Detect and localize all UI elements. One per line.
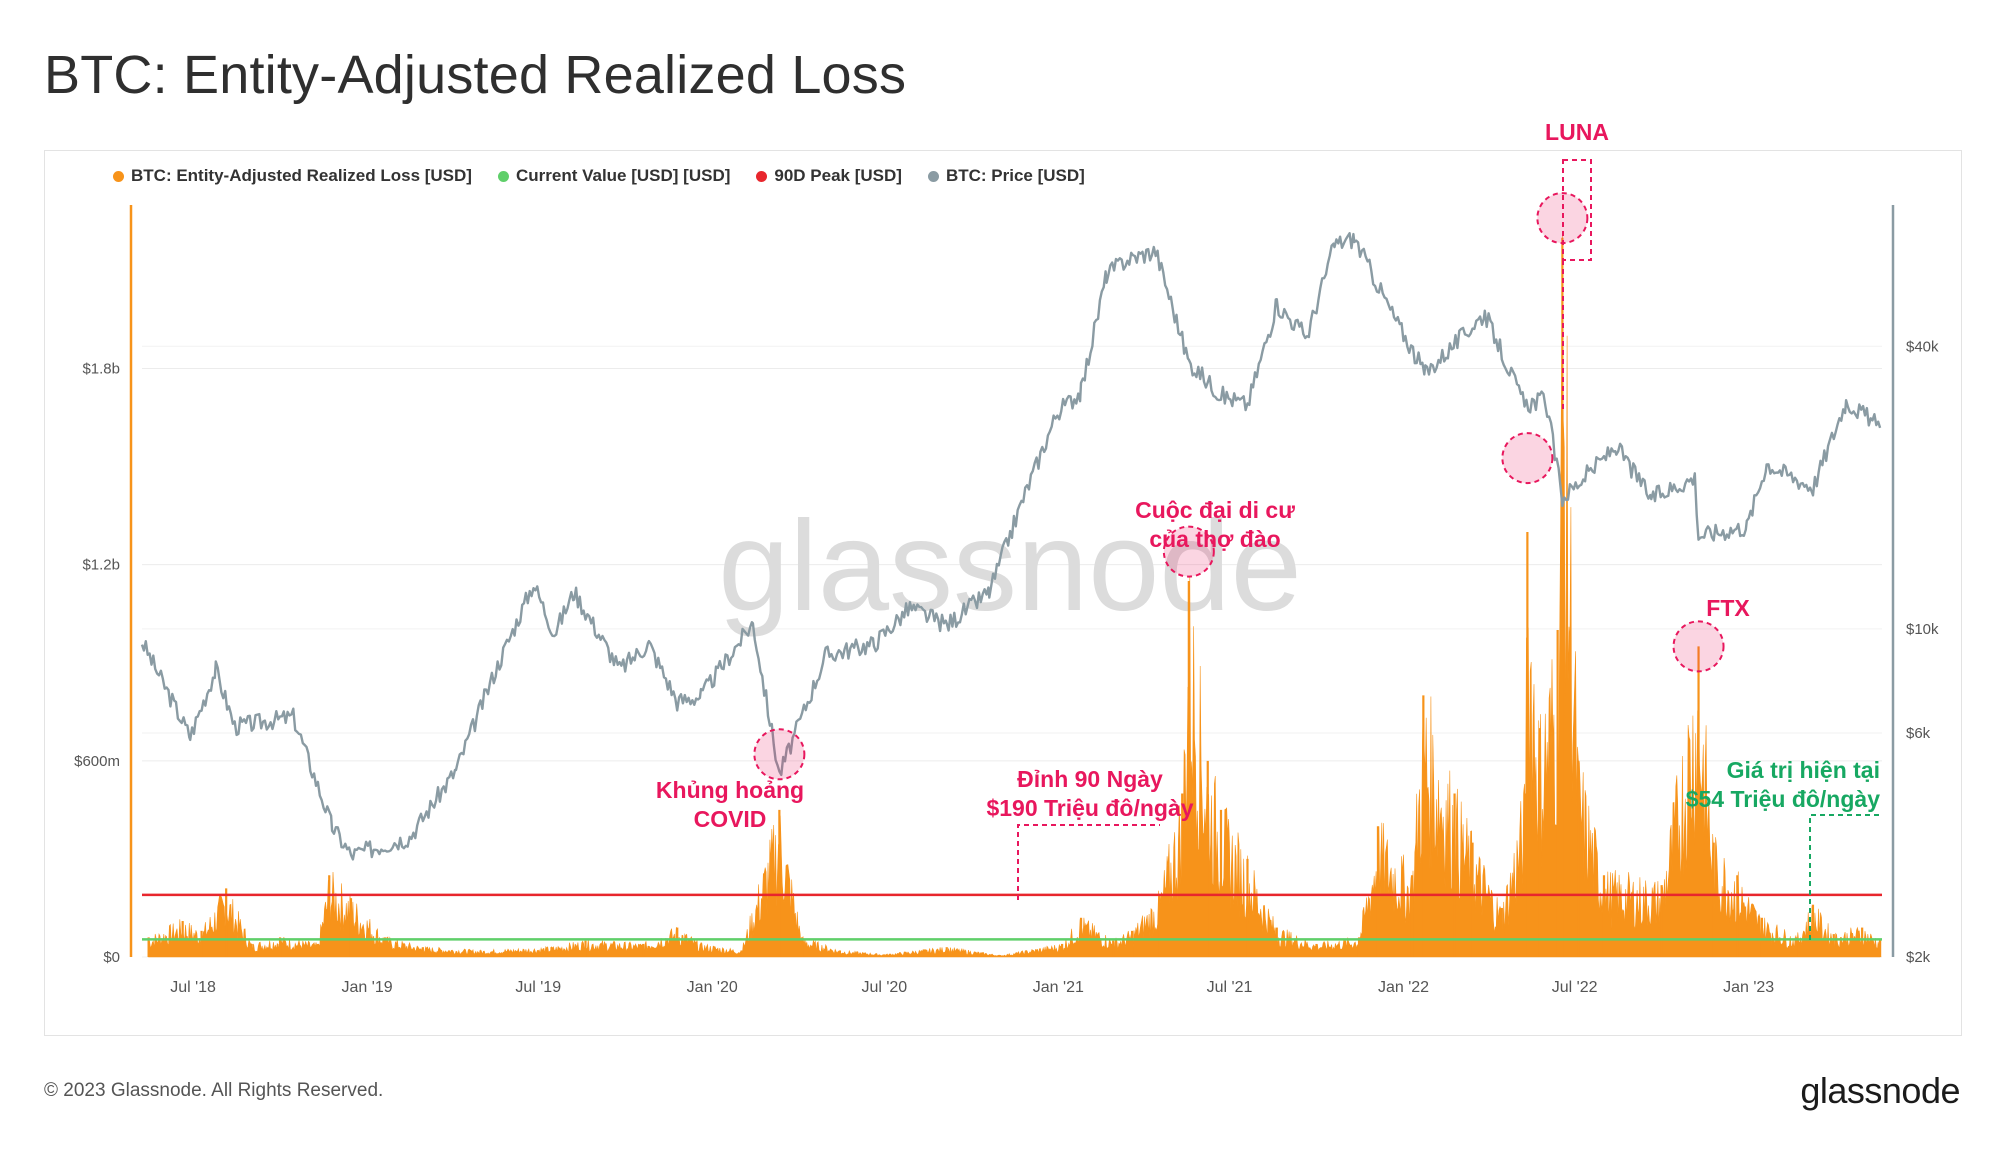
x-tick-label-6: Jul '21 xyxy=(1207,979,1253,996)
annotation-label-luna: LUNA xyxy=(1545,119,1609,145)
copyright-text: © 2023 Glassnode. All Rights Reserved. xyxy=(44,1080,384,1101)
legend-item-current-value[interactable]: Current Value [USD] [USD] xyxy=(497,166,731,186)
x-tick-label-7: Jan '22 xyxy=(1378,979,1429,996)
x-tick-label-0: Jul '18 xyxy=(170,979,216,996)
annotation-circle-covid xyxy=(753,728,806,781)
annotation-label-miner-migration: Cuộc đại di cư của thợ đào xyxy=(1135,497,1295,552)
x-tick-label-8: Jul '22 xyxy=(1552,979,1598,996)
x-tick-label-3: Jan '20 xyxy=(687,979,738,996)
y-left-tick-label-1: $600m xyxy=(74,753,120,770)
y-right-tick-label-2: $10k xyxy=(1906,621,1939,638)
x-tick-label-4: Jul '20 xyxy=(861,979,907,996)
annotation-label-90d-peak: Đỉnh 90 Ngày $190 Triệu đô/ngày xyxy=(986,766,1193,821)
chart-panel xyxy=(44,150,1962,1036)
legend-dot-btc-price xyxy=(927,170,939,182)
legend-item-btc-price[interactable]: BTC: Price [USD] xyxy=(927,166,1085,186)
legend-label-90d-peak: 90D Peak [USD] xyxy=(774,166,902,185)
y-left-tick-label-2: $1.2b xyxy=(82,557,120,574)
annotation-bracket-luna xyxy=(1562,159,1592,261)
legend-item-realized-loss[interactable]: BTC: Entity-Adjusted Realized Loss [USD] xyxy=(113,166,472,186)
x-tick-label-1: Jan '19 xyxy=(342,979,393,996)
chart-legend: BTC: Entity-Adjusted Realized Loss [USD]… xyxy=(113,166,1085,186)
x-tick-label-2: Jul '19 xyxy=(515,979,561,996)
y-left-tick-label-0: $0 xyxy=(103,949,120,966)
legend-dot-90d-peak xyxy=(756,170,768,182)
legend-label-realized-loss: BTC: Entity-Adjusted Realized Loss [USD] xyxy=(131,166,472,185)
annotation-circle-luna-secondary xyxy=(1501,432,1554,485)
realized-loss-area xyxy=(148,233,1881,958)
legend-item-90d-peak[interactable]: 90D Peak [USD] xyxy=(756,166,902,186)
chart-title: BTC: Entity-Adjusted Realized Loss xyxy=(44,45,907,105)
annotation-label-current-value: Giá trị hiện tại $54 Triệu đô/ngày xyxy=(1686,757,1880,812)
annotation-connector-current-value xyxy=(1809,814,1880,940)
legend-dot-current-value xyxy=(497,170,509,182)
legend-label-current-value: Current Value [USD] [USD] xyxy=(515,166,731,185)
legend-label-btc-price: BTC: Price [USD] xyxy=(945,166,1085,185)
annotation-label-ftx: FTX xyxy=(1706,595,1750,621)
watermark-text: glassnode xyxy=(718,495,1302,638)
x-tick-label-9: Jan '23 xyxy=(1723,979,1774,996)
y-right-tick-label-1: $6k xyxy=(1906,725,1931,742)
annotation-circle-ftx xyxy=(1672,620,1725,673)
glassnode-logo[interactable]: glassnode xyxy=(1800,1070,1960,1111)
y-right-tick-label-3: $40k xyxy=(1906,338,1939,355)
annotation-connector-90d-peak xyxy=(1017,824,1160,900)
y-right-tick-label-0: $2k xyxy=(1906,949,1931,966)
annotation-label-covid: Khủng hoảng COVID xyxy=(656,777,804,832)
annotation-circle-miner-migration xyxy=(1162,525,1215,578)
x-tick-label-5: Jan '21 xyxy=(1033,979,1084,996)
y-left-tick-label-3: $1.8b xyxy=(82,360,120,377)
btc-price-line xyxy=(140,232,1882,861)
legend-dot-realized-loss xyxy=(113,170,124,182)
